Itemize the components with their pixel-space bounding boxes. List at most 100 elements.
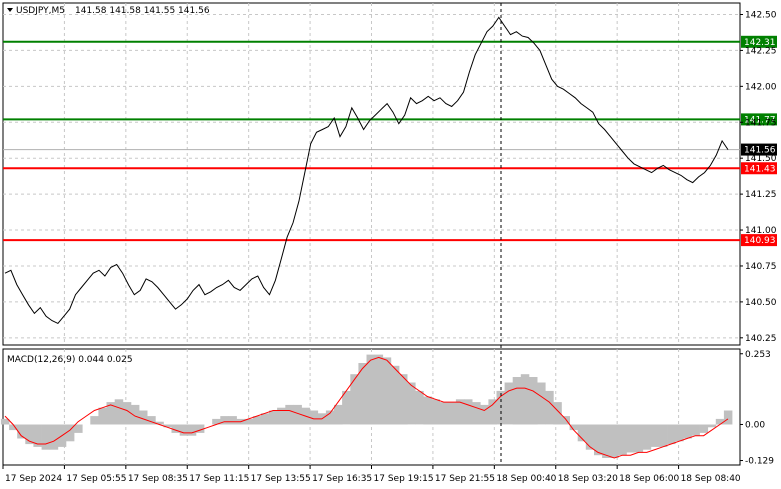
macd-bar [683, 424, 692, 439]
macd-bar [626, 424, 635, 453]
macd-bar [293, 404, 302, 425]
macd-tick-label: 0.253 [745, 350, 771, 360]
x-tick-label: 17 Sep 19:15 [374, 474, 434, 484]
macd-bar [715, 418, 725, 425]
price-axis: 142.50 142.25 142.00 141.75 141.50 141.25 141.… [740, 10, 777, 344]
current-price-tag [741, 143, 777, 156]
macd-bar [464, 399, 473, 425]
y-tick-label: 142.00 [745, 82, 777, 92]
macd-bar [382, 357, 392, 425]
macd-bar [269, 410, 278, 425]
macd-bar [455, 399, 465, 425]
macd-bar [699, 424, 709, 433]
x-tick-label: 17 Sep 16:35 [312, 474, 372, 484]
macd-bar [0, 418, 10, 425]
macd-bar [25, 424, 34, 445]
x-tick-label: 17 Sep 11:15 [189, 474, 249, 484]
support-2-label: 140.93 [744, 236, 776, 246]
macd-bar [447, 402, 457, 425]
macd-bar [423, 396, 432, 425]
macd-bar [106, 402, 115, 425]
support-1-tag [741, 162, 777, 175]
time-axis: 17 Sep 2024 17 Sep 05:55 17 Sep 08:35 17 Se… [2, 465, 741, 484]
macd-bar [667, 424, 676, 445]
y-tick-label: 141.25 [745, 190, 777, 200]
macd-bar [325, 410, 335, 425]
macd-bar [212, 418, 221, 425]
macd-bar [723, 410, 733, 425]
x-tick-label: 18 Sep 06:00 [619, 474, 679, 484]
macd-bar [41, 424, 51, 450]
macd-bar [187, 424, 197, 436]
y-tick-label: 141.00 [745, 226, 777, 236]
macd-bar [350, 374, 359, 425]
macd-bar [260, 413, 270, 425]
macd-bar [163, 424, 172, 428]
x-tick-label: 17 Sep 21:55 [435, 474, 495, 484]
macd-bar [415, 390, 424, 425]
macd-bar [9, 424, 18, 431]
macd-bar [65, 424, 75, 442]
price-series [4, 16, 729, 325]
macd-bar [98, 407, 107, 425]
resistance-2-label: 142.31 [744, 38, 776, 48]
y-tick-label: 140.25 [745, 334, 777, 344]
macd-bar [220, 416, 229, 425]
y-tick-label: 142.50 [745, 10, 777, 20]
macd-bar [399, 374, 408, 425]
macd-bar [488, 399, 497, 425]
x-tick-label: 18 Sep 03:20 [558, 474, 618, 484]
macd-bar [228, 416, 237, 425]
macd-bar [553, 402, 562, 425]
macd-bar [610, 424, 619, 458]
macd-bar [504, 382, 514, 425]
price-levels: 142.31 141.77 141.43 140.93 141.56 [3, 35, 777, 247]
macd-bar [439, 402, 449, 425]
y-tick-label: 140.50 [745, 298, 777, 308]
macd-bar [374, 354, 384, 425]
macd-label: MACD(12,26,9) 0.044 0.025 [7, 355, 133, 365]
macd-bar [658, 424, 668, 447]
macd-tick-label: 0.00 [745, 420, 765, 430]
price-line [4, 16, 729, 325]
macd-axis: 0.253 0.00 -0.129 [740, 350, 774, 467]
macd-bar [195, 424, 205, 433]
macd-bar [147, 416, 156, 425]
chevron-down-icon[interactable] [7, 8, 13, 12]
macd-bar [512, 377, 522, 425]
macd-bar [90, 416, 99, 425]
resistance-2-tag [741, 35, 777, 48]
macd-bar [520, 374, 530, 425]
macd-bar [537, 382, 546, 425]
x-tick-label: 18 Sep 08:40 [681, 474, 741, 484]
macd-bar [277, 407, 286, 425]
macd-bar [407, 382, 416, 425]
x-tick-label: 17 Sep 05:55 [66, 474, 126, 484]
macd-bar [561, 416, 570, 425]
x-tick-label: 17 Sep 13:55 [251, 474, 311, 484]
macd-bar [602, 424, 611, 458]
macd-bar [171, 424, 180, 433]
macd-bar [472, 402, 481, 425]
macd-bar [594, 424, 603, 456]
macd-bar [707, 424, 717, 428]
x-tick-label: 17 Sep 2024 [5, 474, 62, 484]
support-2-tag [741, 234, 777, 247]
macd-bar [431, 399, 440, 425]
macd-bar [691, 424, 700, 436]
macd-bar [650, 424, 660, 447]
y-tick-label: 142.25 [745, 46, 777, 56]
x-tick-label: 18 Sep 00:40 [496, 474, 556, 484]
macd-bar [569, 424, 579, 431]
macd-bar [480, 404, 489, 425]
macd-bar [334, 404, 343, 425]
resistance-1-tag [741, 113, 777, 126]
y-tick-label: 141.50 [745, 154, 777, 164]
resistance-1-label: 141.77 [744, 115, 776, 125]
current-price-label: 141.56 [744, 146, 776, 156]
macd-bar [529, 377, 538, 425]
macd-bar [577, 424, 587, 442]
support-1-label: 141.43 [744, 164, 776, 174]
y-tick-label: 140.75 [745, 262, 777, 272]
